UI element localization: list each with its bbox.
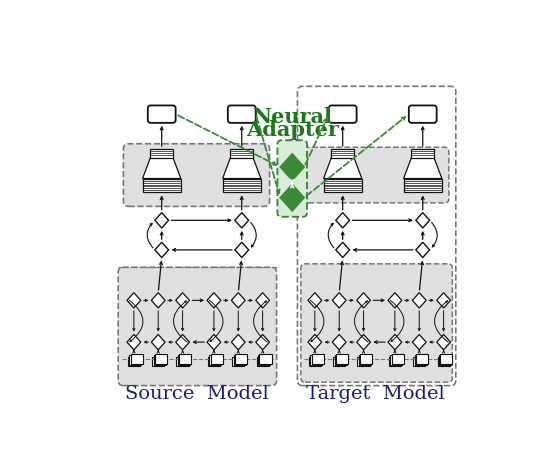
Polygon shape	[258, 355, 270, 365]
Polygon shape	[223, 179, 261, 193]
FancyBboxPatch shape	[118, 268, 277, 386]
Polygon shape	[332, 293, 346, 308]
Polygon shape	[223, 158, 261, 179]
Polygon shape	[127, 335, 141, 350]
Polygon shape	[416, 243, 430, 258]
Polygon shape	[151, 293, 165, 308]
FancyBboxPatch shape	[409, 106, 437, 124]
Text: Adapter: Adapter	[246, 119, 339, 139]
Polygon shape	[404, 179, 442, 193]
Polygon shape	[235, 243, 249, 258]
Polygon shape	[151, 335, 165, 350]
Polygon shape	[256, 357, 269, 367]
Polygon shape	[334, 355, 347, 365]
Polygon shape	[208, 357, 220, 367]
Polygon shape	[235, 354, 247, 364]
Polygon shape	[416, 213, 430, 229]
Polygon shape	[207, 293, 221, 308]
Polygon shape	[235, 213, 249, 229]
Polygon shape	[437, 293, 450, 308]
Polygon shape	[336, 354, 348, 364]
Polygon shape	[357, 335, 371, 350]
Polygon shape	[309, 357, 321, 367]
Polygon shape	[256, 293, 269, 308]
Polygon shape	[404, 158, 442, 179]
Polygon shape	[360, 354, 372, 364]
Polygon shape	[231, 150, 253, 158]
Text: Neural: Neural	[252, 107, 332, 127]
Polygon shape	[143, 158, 181, 179]
Polygon shape	[359, 355, 371, 365]
Polygon shape	[416, 354, 428, 364]
Polygon shape	[211, 354, 223, 364]
Polygon shape	[281, 185, 304, 212]
Polygon shape	[412, 150, 434, 158]
Polygon shape	[256, 335, 269, 350]
Polygon shape	[414, 355, 427, 365]
Polygon shape	[391, 354, 404, 364]
Polygon shape	[388, 335, 402, 350]
FancyBboxPatch shape	[148, 106, 176, 124]
Polygon shape	[155, 243, 169, 258]
Polygon shape	[439, 355, 451, 365]
Polygon shape	[209, 355, 221, 365]
Polygon shape	[324, 158, 362, 179]
Polygon shape	[311, 354, 324, 364]
Polygon shape	[390, 355, 403, 365]
Polygon shape	[357, 357, 370, 367]
Polygon shape	[176, 357, 189, 367]
Polygon shape	[178, 355, 190, 365]
Polygon shape	[127, 293, 141, 308]
Polygon shape	[310, 355, 323, 365]
Polygon shape	[231, 293, 245, 308]
Polygon shape	[155, 213, 169, 229]
Polygon shape	[332, 150, 354, 158]
Polygon shape	[437, 357, 450, 367]
FancyBboxPatch shape	[123, 144, 269, 207]
Polygon shape	[281, 155, 304, 181]
FancyBboxPatch shape	[228, 106, 256, 124]
Polygon shape	[128, 357, 140, 367]
Polygon shape	[357, 293, 371, 308]
FancyBboxPatch shape	[329, 106, 357, 124]
Polygon shape	[130, 354, 143, 364]
Polygon shape	[176, 335, 189, 350]
Polygon shape	[234, 355, 246, 365]
Polygon shape	[143, 179, 181, 193]
Polygon shape	[151, 150, 173, 158]
Text: Target  Model: Target Model	[306, 384, 445, 402]
Polygon shape	[153, 355, 166, 365]
Polygon shape	[129, 355, 141, 365]
Text: Source  Model: Source Model	[125, 384, 268, 402]
Polygon shape	[389, 357, 401, 367]
Polygon shape	[388, 293, 402, 308]
FancyBboxPatch shape	[277, 141, 307, 217]
Polygon shape	[413, 357, 426, 367]
Polygon shape	[259, 354, 272, 364]
FancyBboxPatch shape	[305, 148, 449, 203]
Polygon shape	[440, 354, 452, 364]
Polygon shape	[232, 357, 244, 367]
Polygon shape	[231, 335, 245, 350]
Polygon shape	[324, 179, 362, 193]
Polygon shape	[412, 293, 426, 308]
Polygon shape	[412, 335, 426, 350]
Polygon shape	[179, 354, 192, 364]
Polygon shape	[333, 357, 346, 367]
Polygon shape	[308, 293, 322, 308]
Polygon shape	[176, 293, 189, 308]
Polygon shape	[152, 357, 164, 367]
Polygon shape	[332, 335, 346, 350]
Polygon shape	[155, 354, 167, 364]
Polygon shape	[308, 335, 322, 350]
Polygon shape	[336, 213, 349, 229]
Polygon shape	[207, 335, 221, 350]
Polygon shape	[437, 335, 450, 350]
Polygon shape	[336, 243, 349, 258]
FancyBboxPatch shape	[301, 264, 452, 382]
FancyBboxPatch shape	[297, 87, 456, 386]
